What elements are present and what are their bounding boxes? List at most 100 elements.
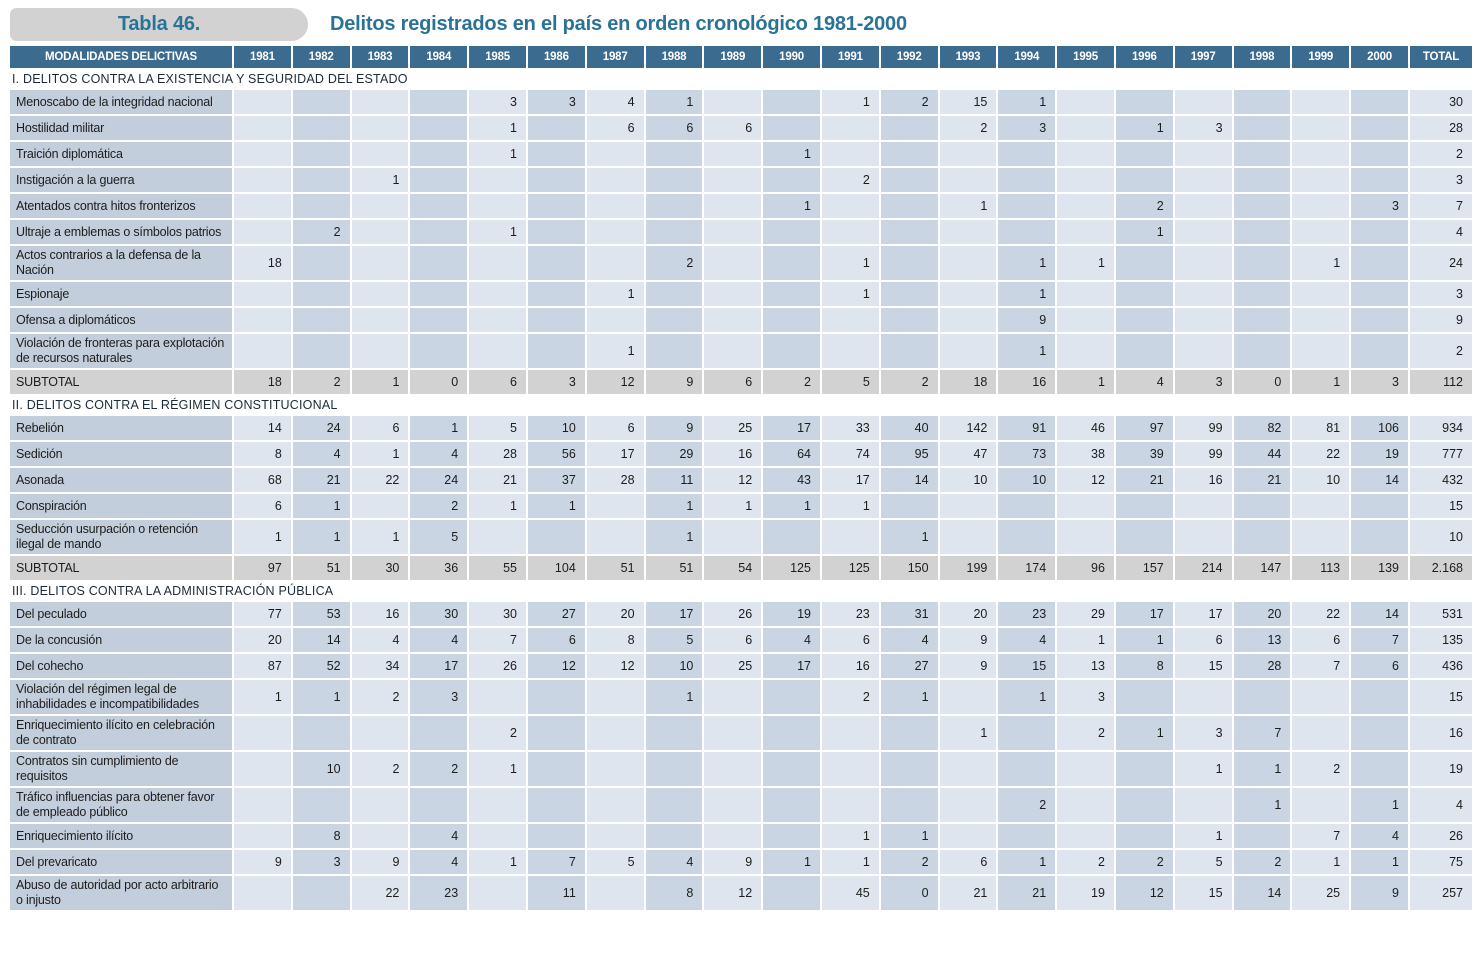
row-label: Rebelión — [10, 416, 232, 440]
value-cell — [292, 876, 350, 910]
value-cell — [939, 494, 997, 518]
value-cell — [1057, 824, 1114, 848]
value-cell — [586, 308, 644, 332]
value-cell: 142 — [939, 416, 997, 440]
value-cell — [763, 788, 820, 822]
value-cell: 2 — [645, 246, 703, 280]
row-label: Espionaje — [10, 282, 232, 306]
value-cell — [1292, 520, 1350, 554]
column-header-year: 1989 — [704, 46, 762, 68]
value-cell — [1115, 680, 1173, 714]
column-header-year: 1986 — [527, 46, 585, 68]
table-row: Del prevaricato 9 3 9 4 1 7 5 4 9 1 1 2 6 1 2 2 5 2 1 1 75 — [10, 850, 1472, 874]
value-cell: 26 — [469, 654, 526, 678]
value-cell: 2 — [998, 788, 1056, 822]
value-cell — [880, 334, 938, 368]
value-cell: 3 — [527, 90, 585, 114]
value-cell: 1 — [1115, 628, 1173, 652]
subtotal-row: SUBTOTAL 97 51 30 36 55 104 51 51 54 125 125 150 199 1… — [10, 556, 1472, 580]
section-row: III. DELITOS CONTRA LA ADMINISTRACIÓN PÚ… — [10, 582, 1472, 600]
value-cell: 6 — [704, 116, 762, 140]
value-cell: 1 — [1057, 628, 1114, 652]
column-header-year: 1992 — [880, 46, 938, 68]
value-cell — [645, 334, 703, 368]
value-cell — [939, 824, 997, 848]
row-label: Menoscabo de la integridad nacional — [10, 90, 232, 114]
value-cell: 28 — [469, 442, 526, 466]
value-cell — [880, 116, 938, 140]
value-cell: 6 — [821, 628, 879, 652]
section-header: II. DELITOS CONTRA EL RÉGIMEN CONSTITUCI… — [10, 396, 1472, 414]
value-cell: 199 — [939, 556, 997, 580]
column-header-year: 1994 — [998, 46, 1056, 68]
value-cell: 4 — [410, 442, 468, 466]
value-cell — [292, 282, 350, 306]
value-cell: 6 — [527, 628, 585, 652]
value-cell: 7 — [527, 850, 585, 874]
value-cell — [1292, 334, 1350, 368]
value-cell — [527, 334, 585, 368]
value-cell: 25 — [704, 416, 762, 440]
total-cell: 257 — [1410, 876, 1472, 910]
value-cell: 4 — [410, 850, 468, 874]
value-cell: 1 — [1292, 246, 1350, 280]
value-cell — [704, 142, 762, 166]
value-cell: 14 — [880, 468, 938, 492]
value-cell — [527, 282, 585, 306]
value-cell — [1057, 520, 1114, 554]
value-cell: 1 — [763, 850, 820, 874]
value-cell — [998, 520, 1056, 554]
value-cell: 10 — [998, 468, 1056, 492]
value-cell: 19 — [763, 602, 820, 626]
value-cell: 18 — [234, 246, 291, 280]
value-cell: 10 — [1292, 468, 1350, 492]
value-cell: 0 — [410, 370, 468, 394]
table-row: Atentados contra hitos fronterizos 1 1 2 3 7 — [10, 194, 1472, 218]
value-cell: 106 — [1351, 416, 1408, 440]
value-cell: 27 — [527, 602, 585, 626]
value-cell: 1 — [1115, 716, 1173, 750]
value-cell — [998, 220, 1056, 244]
value-cell: 1 — [469, 220, 526, 244]
value-cell: 1 — [880, 520, 938, 554]
total-cell: 2.168 — [1410, 556, 1472, 580]
value-cell: 6 — [586, 116, 644, 140]
value-cell — [1351, 680, 1408, 714]
value-cell: 1 — [645, 90, 703, 114]
value-cell: 2 — [763, 370, 820, 394]
value-cell: 1 — [469, 494, 526, 518]
value-cell — [1292, 194, 1350, 218]
value-cell — [1292, 716, 1350, 750]
value-cell: 17 — [586, 442, 644, 466]
column-header-year: 1983 — [351, 46, 409, 68]
value-cell — [1233, 116, 1291, 140]
row-label: Asonada — [10, 468, 232, 492]
value-cell — [410, 716, 468, 750]
total-cell: 3 — [1410, 168, 1472, 192]
value-cell — [1057, 220, 1114, 244]
row-label: Hostilidad militar — [10, 116, 232, 140]
value-cell: 1 — [704, 494, 762, 518]
value-cell — [1233, 334, 1291, 368]
value-cell: 97 — [1115, 416, 1173, 440]
value-cell: 23 — [821, 602, 879, 626]
value-cell — [645, 752, 703, 786]
value-cell: 17 — [1115, 602, 1173, 626]
total-cell: 436 — [1410, 654, 1472, 678]
value-cell — [645, 194, 703, 218]
value-cell — [469, 194, 526, 218]
value-cell — [1351, 246, 1408, 280]
value-cell — [234, 824, 291, 848]
value-cell — [704, 220, 762, 244]
value-cell: 2 — [1292, 752, 1350, 786]
value-cell: 3 — [527, 370, 585, 394]
value-cell: 3 — [998, 116, 1056, 140]
value-cell — [1115, 246, 1173, 280]
value-cell — [234, 282, 291, 306]
value-cell — [586, 520, 644, 554]
value-cell — [1233, 90, 1291, 114]
value-cell: 1 — [880, 824, 938, 848]
value-cell: 1 — [292, 520, 350, 554]
value-cell: 17 — [1174, 602, 1232, 626]
value-cell: 1 — [998, 90, 1056, 114]
